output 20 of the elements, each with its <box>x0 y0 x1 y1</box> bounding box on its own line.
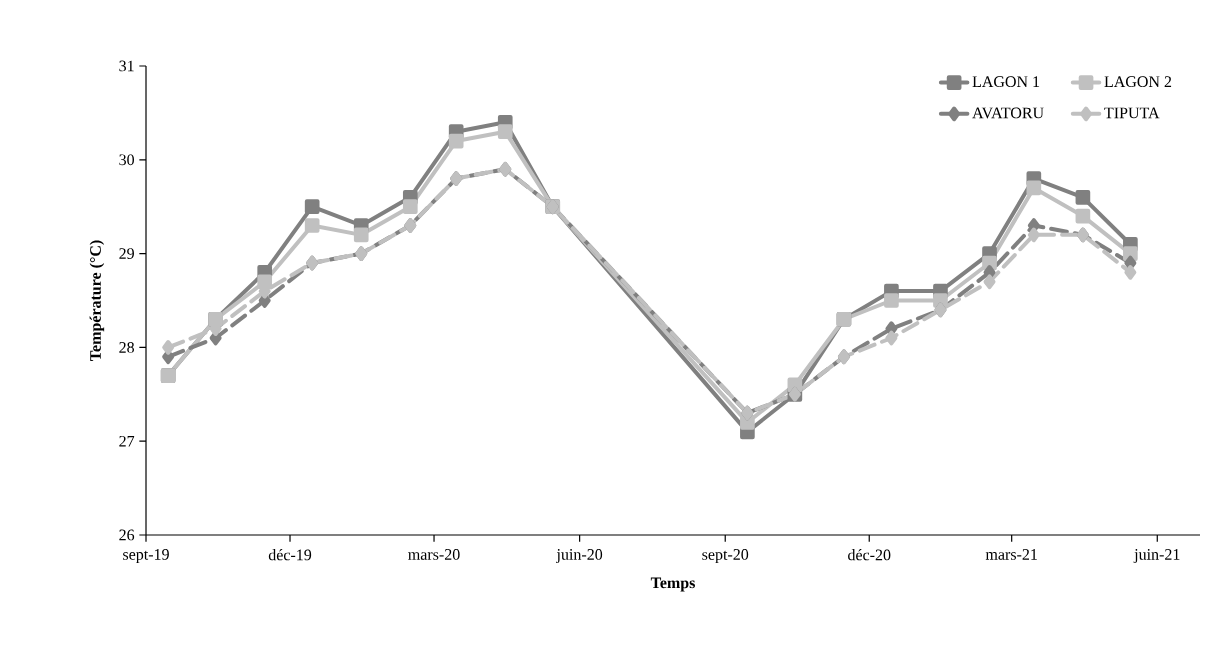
x-tick-label: mars-21 <box>985 549 1037 560</box>
legend-label: AVATORU <box>972 107 1044 119</box>
x-tick-label: sept-19 <box>123 549 169 564</box>
x-tick-label: juin-21 <box>1133 549 1180 564</box>
y-tick-label: 26 <box>119 529 135 541</box>
x-tick-label: déc-19 <box>268 549 312 561</box>
y-tick-label: 31 <box>119 60 134 72</box>
x-tick-label: juin-20 <box>556 549 603 564</box>
y-tick-label: 29 <box>119 248 134 259</box>
legend-label: TIPUTA <box>1104 107 1160 119</box>
y-tick-label: 28 <box>119 342 135 353</box>
y-tick-label: 27 <box>119 435 135 447</box>
x-tick-label: sept-20 <box>702 549 749 564</box>
x-axis-title: Temps <box>650 577 695 592</box>
y-tick-label: 30 <box>119 154 135 166</box>
x-tick-label: mars-20 <box>408 549 460 560</box>
legend-label: LAGON 1 <box>972 76 1040 88</box>
legend-label: LAGON 2 <box>1104 76 1172 88</box>
y-axis-title: Température (°C) <box>89 240 105 361</box>
x-tick-label: déc-20 <box>848 549 891 561</box>
